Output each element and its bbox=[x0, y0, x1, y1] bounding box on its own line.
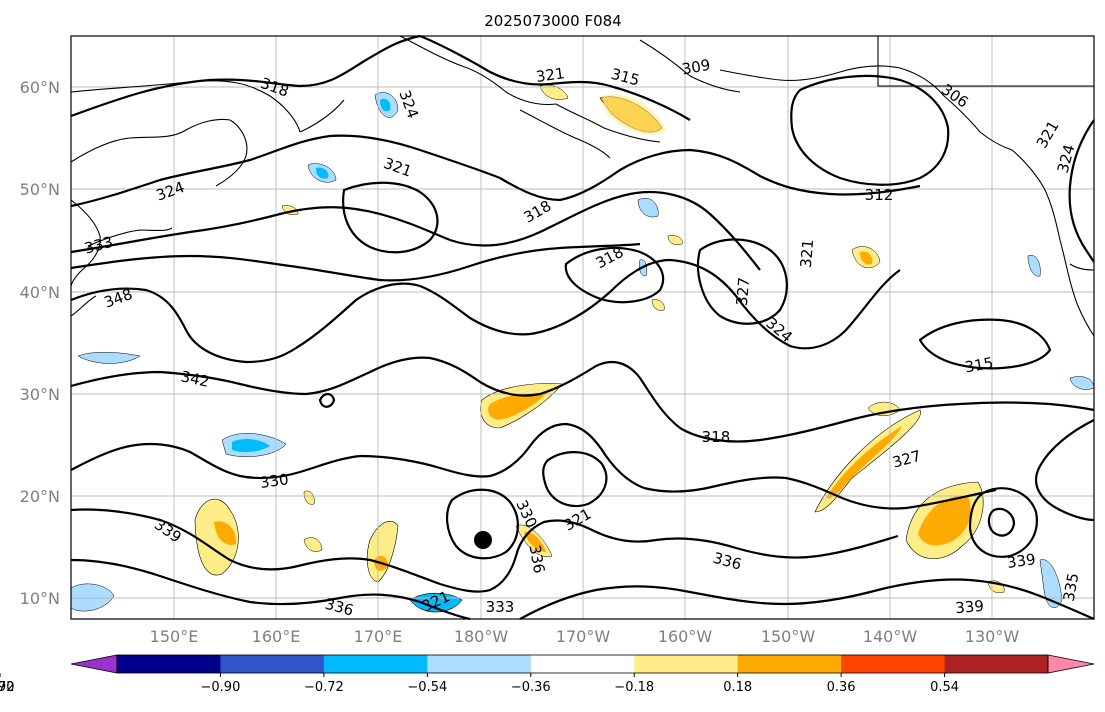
colorbar-tick-label: 0.90 bbox=[0, 680, 14, 695]
colorbar-segment bbox=[427, 655, 532, 673]
colorbar-tick-label: −0.18 bbox=[614, 680, 654, 695]
lat-label: 30°N bbox=[20, 385, 60, 404]
lon-label: 130°W bbox=[965, 627, 1020, 646]
longitude-labels: 150°E 160°E 170°E 180°W 170°W 160°W 150°… bbox=[150, 627, 1020, 646]
lon-label: 170°W bbox=[556, 627, 611, 646]
contour-label: 339 bbox=[955, 597, 985, 617]
contour-label: 312 bbox=[865, 186, 894, 204]
map-border bbox=[70, 35, 1095, 620]
latitude-labels: 60°N 50°N 40°N 30°N 20°N 10°N bbox=[20, 78, 60, 608]
colorbar-tick-label: −0.90 bbox=[201, 680, 241, 695]
coastlines bbox=[70, 35, 1095, 337]
contour-label: 333 bbox=[486, 598, 515, 616]
contour-label: 309 bbox=[680, 56, 711, 79]
colorbar-tick-label: 0.72 bbox=[0, 680, 14, 695]
colorbar-extend-low bbox=[70, 654, 118, 674]
colorbar-segments bbox=[70, 654, 1095, 674]
colorbar-segment bbox=[117, 655, 221, 673]
contour-label: 335 bbox=[1060, 571, 1083, 602]
map-title: 2025073000 F084 bbox=[484, 12, 621, 30]
colorbar-outline bbox=[116, 654, 1049, 674]
colorbar-tick-label: 0.18 bbox=[723, 680, 752, 695]
lon-label: 160°W bbox=[658, 627, 713, 646]
contour-label: 336 bbox=[526, 543, 549, 574]
center-dot-marker bbox=[474, 531, 492, 549]
colorbar-tick-label: −0.36 bbox=[511, 680, 551, 695]
colorbar-tick-label: −0.72 bbox=[304, 680, 344, 695]
colorbar-extend-high bbox=[1047, 654, 1095, 674]
lat-label: 50°N bbox=[20, 180, 60, 199]
map-gridlines bbox=[71, 36, 1094, 619]
contour-label: 342 bbox=[179, 367, 211, 391]
lon-label: 150°W bbox=[761, 627, 816, 646]
colorbar-segment bbox=[220, 655, 325, 673]
colorbar-tick-label: 0.36 bbox=[827, 680, 856, 695]
colorbar-ticks: −0.90 −0.72 −0.54 −0.36 −0.18 0.18 0.36 0.54 0.7… bbox=[0, 673, 959, 695]
contour-label: 321 bbox=[535, 64, 566, 86]
contour-label: 318 bbox=[702, 428, 731, 446]
lon-label: 180°W bbox=[454, 627, 509, 646]
lat-label: 10°N bbox=[20, 589, 60, 608]
contour-label: 327 bbox=[733, 277, 753, 307]
shaded-fields bbox=[70, 84, 1095, 613]
lon-label: 150°E bbox=[150, 627, 199, 646]
contour-label: 321 bbox=[797, 239, 817, 269]
colorbar-segment bbox=[323, 655, 428, 673]
colorbar-tick-label: −0.54 bbox=[407, 680, 447, 695]
lon-label: 170°E bbox=[354, 627, 403, 646]
colorbar-segment bbox=[944, 655, 1049, 673]
contour-lines bbox=[70, 34, 1095, 621]
lat-label: 60°N bbox=[20, 78, 60, 97]
colorbar-segment bbox=[841, 655, 946, 673]
contour-label: 339 bbox=[1006, 550, 1037, 572]
colorbar: −0.90 −0.72 −0.54 −0.36 −0.18 0.18 0.36 0.54 0.7… bbox=[0, 654, 1095, 695]
lat-label: 20°N bbox=[20, 487, 60, 506]
colorbar-segment bbox=[634, 655, 739, 673]
colorbar-segment bbox=[737, 655, 842, 673]
colorbar-segment bbox=[530, 655, 635, 673]
map-panel: 318 321 324 315 309 306 321 324 321 324 … bbox=[70, 34, 1095, 621]
lon-label: 160°E bbox=[252, 627, 301, 646]
colorbar-tick-label: 0.54 bbox=[930, 680, 959, 695]
lat-label: 40°N bbox=[20, 283, 60, 302]
contour-label: 330 bbox=[259, 470, 290, 492]
contour-label: 315 bbox=[963, 354, 994, 377]
lon-label: 140°W bbox=[863, 627, 918, 646]
